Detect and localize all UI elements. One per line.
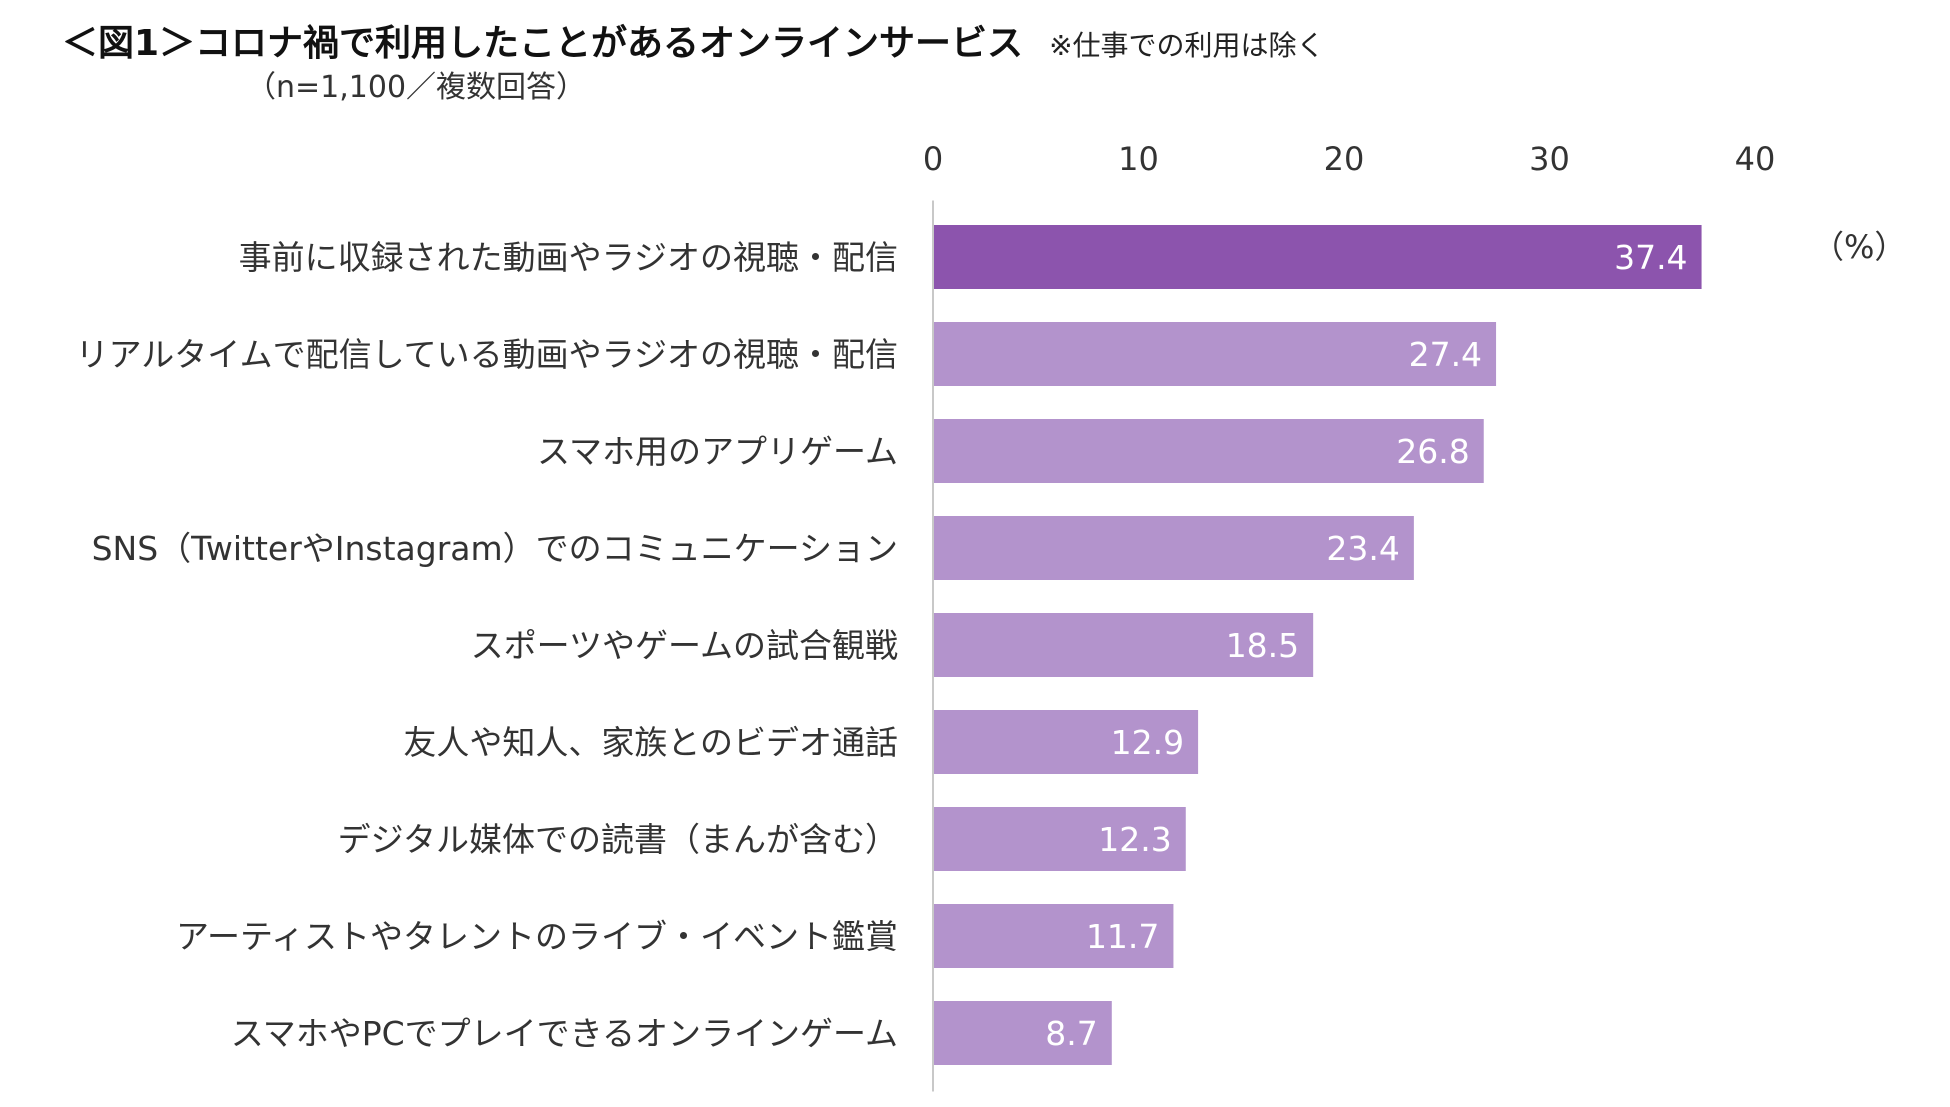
unit-label: （%） [1812, 228, 1907, 266]
x-tick-label: 30 [1529, 140, 1570, 178]
x-tick-label: 0 [923, 140, 943, 178]
bar-value-label: 8.7 [1045, 1014, 1097, 1053]
bar-value-label: 12.9 [1111, 723, 1184, 762]
category-label: アーティストやタレントのライブ・イベント鑑賞 [176, 917, 898, 956]
category-label: SNS（TwitterやInstagram）でのコミュニケーション [92, 529, 898, 568]
bar-value-label: 26.8 [1396, 432, 1469, 471]
bar [934, 419, 1484, 483]
category-label: 事前に収録された動画やラジオの視聴・配信 [239, 238, 898, 277]
chart-note: ※仕事での利用は除く [1049, 29, 1325, 62]
bar-value-label: 27.4 [1409, 335, 1482, 374]
x-tick-label: 20 [1324, 140, 1365, 178]
category-label: スマホ用のアプリゲーム [537, 432, 898, 471]
bar [934, 322, 1497, 386]
bar [934, 613, 1314, 677]
x-tick-label: 40 [1735, 140, 1776, 178]
chart-subtitle: （n=1,100／複数回答） [246, 70, 587, 105]
bar [934, 1001, 1112, 1065]
bar-value-label: 12.3 [1098, 820, 1171, 859]
category-label: デジタル媒体での読書（まんが含む） [338, 820, 898, 859]
category-label: リアルタイムで配信している動画やラジオの視聴・配信 [76, 335, 898, 374]
bar-value-label: 18.5 [1226, 626, 1299, 665]
bar [934, 710, 1199, 774]
x-tick-label: 10 [1118, 140, 1159, 178]
title-row: ＜図1＞コロナ禍で利用したことがあるオンラインサービス ※仕事での利用は除く [62, 14, 1325, 66]
bar [934, 516, 1414, 580]
bar-value-label: 37.4 [1614, 238, 1687, 277]
bar-value-label: 23.4 [1326, 529, 1399, 568]
category-label: 友人や知人、家族とのビデオ通話 [403, 723, 898, 762]
bar [934, 225, 1702, 289]
category-label: スポーツやゲームの試合観戦 [471, 626, 898, 665]
bar-value-label: 11.7 [1086, 917, 1159, 956]
chart-title: ＜図1＞コロナ禍で利用したことがあるオンラインサービス [62, 23, 1024, 64]
category-label: スマホやPCでプレイできるオンラインゲーム [231, 1014, 898, 1053]
bar [934, 904, 1174, 968]
bar [934, 807, 1186, 871]
